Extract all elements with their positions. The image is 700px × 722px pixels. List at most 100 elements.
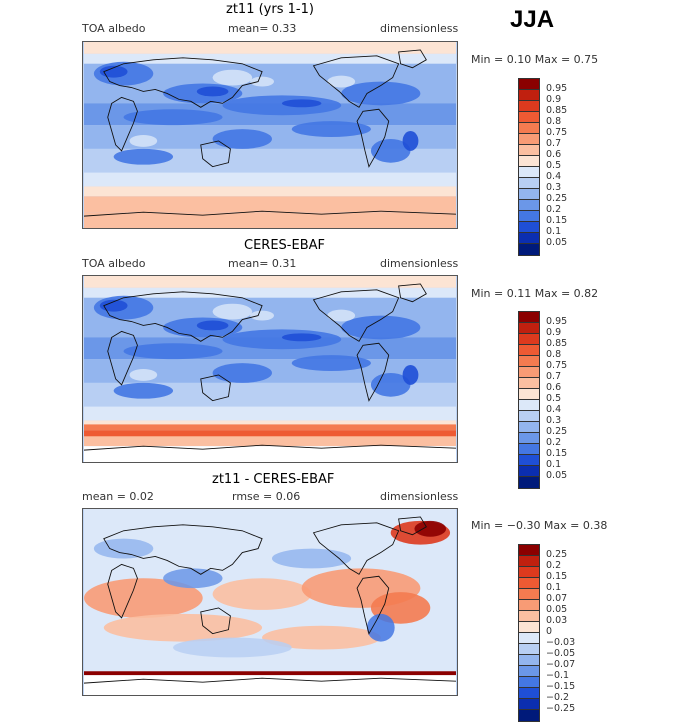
colorbar-tick-label: 0.15 — [546, 448, 568, 459]
colorbar-tick-label: 0.4 — [546, 171, 562, 182]
colorbar-tick-label: 0.15 — [546, 215, 568, 226]
colorbar-swatch — [519, 567, 539, 578]
colorbar-tick-label: 0.5 — [546, 393, 562, 404]
colorbar-swatch — [519, 688, 539, 699]
colorbar-tick-label: 0.2 — [546, 560, 562, 571]
colorbar-swatch — [519, 677, 539, 688]
panel-3-map — [82, 508, 458, 696]
colorbar-tick-label: 0.05 — [546, 237, 568, 248]
colorbar-swatch — [519, 455, 539, 466]
colorbar-swatch — [519, 433, 539, 444]
colorbar-tick-label: −0.1 — [546, 670, 570, 681]
panel-3-colorbar — [518, 544, 540, 722]
colorbar-tick-label: 0.25 — [546, 549, 568, 560]
colorbar-swatch — [519, 123, 539, 134]
panel-2-minmax: Min = 0.11 Max = 0.82 — [471, 287, 599, 300]
panel-1-title: zt11 (yrs 1-1) — [226, 2, 314, 17]
colorbar-swatch — [519, 233, 539, 244]
colorbar-swatch — [519, 556, 539, 567]
colorbar-tick-label: 0.25 — [546, 426, 568, 437]
colorbar-tick-label: 0.95 — [546, 83, 568, 94]
panel-2-colorbar — [518, 311, 540, 489]
colorbar-swatch — [519, 422, 539, 433]
panel-1-minmax: Min = 0.10 Max = 0.75 — [471, 53, 599, 66]
colorbar-swatch — [519, 644, 539, 655]
colorbar-swatch — [519, 710, 539, 721]
colorbar-tick-label: 0.4 — [546, 404, 562, 415]
colorbar-tick-label: 0.2 — [546, 437, 562, 448]
panel-3-units: dimensionless — [380, 490, 459, 503]
colorbar-tick-label: 0.05 — [546, 470, 568, 481]
colorbar-swatch — [519, 600, 539, 611]
panel-3-mean: mean = 0.02 — [82, 490, 154, 503]
colorbar-tick-label: 0.85 — [546, 105, 568, 116]
colorbar-tick-label: 0.9 — [546, 94, 562, 105]
colorbar-swatch — [519, 211, 539, 222]
panel-1-units: dimensionless — [380, 22, 459, 35]
colorbar-tick-label: 0.6 — [546, 382, 562, 393]
colorbar-swatch — [519, 400, 539, 411]
panel-1-colorbar — [518, 78, 540, 256]
colorbar-swatch — [519, 101, 539, 112]
colorbar-tick-label: 0.95 — [546, 316, 568, 327]
colorbar-tick-label: 0.1 — [546, 459, 562, 470]
colorbar-swatch — [519, 345, 539, 356]
colorbar-swatch — [519, 167, 539, 178]
colorbar-tick-label: −0.15 — [546, 681, 576, 692]
colorbar-tick-label: 0.15 — [546, 571, 568, 582]
colorbar-swatch — [519, 145, 539, 156]
colorbar-tick-label: −0.07 — [546, 659, 576, 670]
colorbar-tick-label: −0.2 — [546, 692, 570, 703]
panel-2-mean: mean= 0.31 — [228, 257, 297, 270]
colorbar-tick-label: 0.85 — [546, 338, 568, 349]
colorbar-swatch — [519, 323, 539, 334]
colorbar-swatch — [519, 134, 539, 145]
colorbar-tick-label: 0.75 — [546, 127, 568, 138]
colorbar-swatch — [519, 312, 539, 323]
colorbar-swatch — [519, 356, 539, 367]
colorbar-swatch — [519, 178, 539, 189]
colorbar-tick-label: 0.8 — [546, 349, 562, 360]
colorbar-swatch — [519, 334, 539, 345]
colorbar-swatch — [519, 79, 539, 90]
panel-1-mean: mean= 0.33 — [228, 22, 297, 35]
colorbar-swatch — [519, 578, 539, 589]
colorbar-swatch — [519, 378, 539, 389]
colorbar-tick-label: 0.25 — [546, 193, 568, 204]
colorbar-swatch — [519, 222, 539, 233]
colorbar-tick-label: 0.5 — [546, 160, 562, 171]
colorbar-swatch — [519, 411, 539, 422]
panel-3-minmax: Min = −0.30 Max = 0.38 — [471, 519, 608, 532]
panel-2-variable: TOA albedo — [82, 257, 146, 270]
colorbar-swatch — [519, 444, 539, 455]
colorbar-swatch — [519, 545, 539, 556]
colorbar-tick-label: 0.1 — [546, 226, 562, 237]
panel-1-map — [82, 41, 458, 229]
colorbar-tick-label: 0.6 — [546, 149, 562, 160]
colorbar-tick-label: 0.3 — [546, 182, 562, 193]
colorbar-tick-label: −0.03 — [546, 637, 576, 648]
colorbar-tick-label: −0.25 — [546, 703, 576, 714]
panel-3-title: zt11 - CERES-EBAF — [212, 472, 335, 487]
colorbar-swatch — [519, 589, 539, 600]
colorbar-swatch — [519, 633, 539, 644]
colorbar-swatch — [519, 655, 539, 666]
colorbar-tick-label: 0 — [546, 626, 553, 637]
panel-3-colorbar-labels: 0.25 0.2 0.15 0.1 0.07 0.05 0.03 0 −0.03 −0.05 −0.… — [546, 549, 575, 714]
colorbar-tick-label: 0.05 — [546, 604, 568, 615]
colorbar-tick-label: 0.2 — [546, 204, 562, 215]
colorbar-swatch — [519, 200, 539, 211]
colorbar-swatch — [519, 189, 539, 200]
colorbar-tick-label: 0.7 — [546, 138, 562, 149]
colorbar-tick-label: 0.75 — [546, 360, 568, 371]
colorbar-swatch — [519, 666, 539, 677]
colorbar-swatch — [519, 112, 539, 123]
panel-1-variable: TOA albedo — [82, 22, 146, 35]
colorbar-tick-label: 0.07 — [546, 593, 568, 604]
colorbar-tick-label: 0.7 — [546, 371, 562, 382]
panel-2-units: dimensionless — [380, 257, 459, 270]
colorbar-tick-label: 0.9 — [546, 327, 562, 338]
colorbar-tick-label: 0.3 — [546, 415, 562, 426]
colorbar-tick-label: −0.05 — [546, 648, 576, 659]
colorbar-tick-label: 0.1 — [546, 582, 562, 593]
